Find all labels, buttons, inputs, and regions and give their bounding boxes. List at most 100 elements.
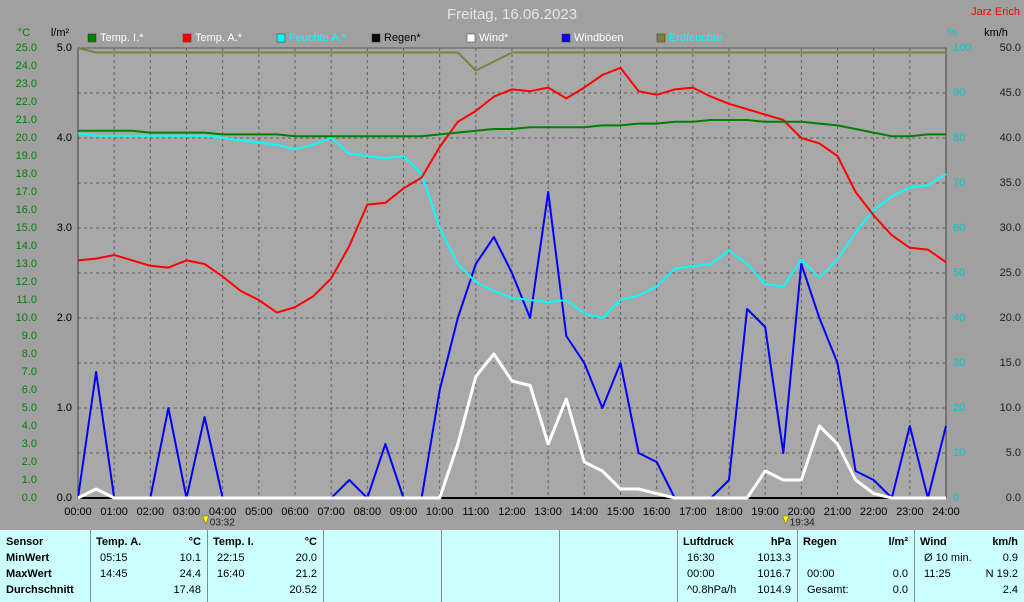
x-tick-label: 23:00 bbox=[896, 506, 924, 518]
series-line bbox=[77, 47, 946, 72]
y-tick-label: 4.0 bbox=[22, 420, 37, 432]
y-tick-label: 8.0 bbox=[22, 348, 37, 360]
legend-label: Regen* bbox=[384, 32, 421, 44]
row-label: MaxWert bbox=[6, 568, 52, 580]
x-tick-label: 21:00 bbox=[824, 506, 852, 518]
x-tick-label: 09:00 bbox=[390, 506, 418, 518]
y2-tick-label: 70 bbox=[953, 177, 965, 189]
cell-value: 0.9 bbox=[1002, 552, 1018, 564]
legend-swatch bbox=[466, 33, 476, 43]
y4-tick-label: 40.0 bbox=[1000, 132, 1021, 144]
y4-tick-label: 25.0 bbox=[1000, 267, 1021, 279]
cell-value: 17.48 bbox=[173, 584, 201, 596]
y-tick-label: 19.0 bbox=[16, 150, 37, 162]
cell-time: 00:00 bbox=[687, 568, 715, 580]
series-line bbox=[77, 352, 946, 500]
legend-swatch bbox=[656, 33, 666, 43]
cell-time: 14:45 bbox=[100, 568, 128, 580]
column-unit: °C bbox=[304, 536, 317, 548]
x-tick-label: 13:00 bbox=[534, 506, 562, 518]
sun-marker bbox=[202, 515, 210, 525]
y4-tick-label: 10.0 bbox=[1000, 402, 1021, 414]
x-tick-label: 08:00 bbox=[354, 506, 382, 518]
y-tick-label: 16.0 bbox=[16, 204, 37, 216]
x-tick-label: 12:00 bbox=[498, 506, 526, 518]
y4-tick-label: 45.0 bbox=[1000, 87, 1021, 99]
x-tick-label: 06:00 bbox=[281, 506, 309, 518]
x-tick-label: 18:00 bbox=[715, 506, 743, 518]
cell-value: 1016.7 bbox=[757, 568, 791, 580]
y4-tick-label: 5.0 bbox=[1006, 447, 1021, 459]
legend-swatch bbox=[561, 33, 571, 43]
y-tick-label: 25.0 bbox=[16, 42, 37, 54]
column-unit: l/m² bbox=[888, 536, 908, 548]
column-title: Wind bbox=[920, 536, 947, 548]
column-title: Temp. A. bbox=[96, 536, 142, 548]
cell-time: Ø 10 min. bbox=[924, 552, 972, 564]
cell-time: 11:25 bbox=[924, 568, 951, 580]
y2-tick-label: 20 bbox=[953, 402, 965, 414]
y4-tick-label: 50.0 bbox=[1000, 42, 1021, 54]
x-tick-label: 24:00 bbox=[932, 506, 960, 518]
series-line bbox=[77, 66, 947, 314]
cell-time: Gesamt: bbox=[807, 584, 849, 596]
x-tick-label: 00:00 bbox=[64, 506, 92, 518]
y4-tick-label: 20.0 bbox=[1000, 312, 1021, 324]
x-tick-label: 19:00 bbox=[751, 506, 779, 518]
y-tick-label: 7.0 bbox=[22, 366, 37, 378]
y3-tick-label: 2.0 bbox=[57, 312, 72, 324]
y3-tick-label: 1.0 bbox=[57, 402, 72, 414]
row-label: Durchschnitt bbox=[6, 584, 74, 596]
cell-value: 2.4 bbox=[1002, 584, 1018, 596]
cell-time: 05:15 bbox=[100, 552, 128, 564]
y-tick-label: 12.0 bbox=[16, 276, 37, 288]
axis-unit: km/h bbox=[984, 27, 1008, 39]
cell-value: N 19.2 bbox=[985, 568, 1018, 580]
cell-border bbox=[559, 530, 560, 602]
y4-tick-label: 0.0 bbox=[1006, 492, 1021, 504]
sun-label: 19:34 bbox=[790, 518, 815, 529]
x-tick-label: 04:00 bbox=[209, 506, 237, 518]
y-tick-label: 6.0 bbox=[22, 384, 37, 396]
row-label: Sensor bbox=[6, 536, 44, 548]
y4-tick-label: 15.0 bbox=[1000, 357, 1021, 369]
y-tick-label: 17.0 bbox=[16, 186, 37, 198]
legend-label: Temp. A.* bbox=[195, 32, 243, 44]
y-tick-label: 21.0 bbox=[16, 114, 37, 126]
y2-tick-label: 50 bbox=[953, 267, 965, 279]
y-tick-label: 10.0 bbox=[16, 312, 37, 324]
legend-swatch bbox=[276, 33, 286, 43]
y-tick-label: 0.0 bbox=[22, 492, 37, 504]
y3-tick-label: 4.0 bbox=[57, 132, 72, 144]
column-title: Temp. I. bbox=[213, 536, 254, 548]
cell-border bbox=[323, 530, 324, 602]
x-tick-label: 20:00 bbox=[788, 506, 816, 518]
y2-tick-label: 30 bbox=[953, 357, 965, 369]
legend-swatch bbox=[87, 33, 97, 43]
column-title: Luftdruck bbox=[683, 536, 734, 548]
cell-time: 16:30 bbox=[687, 552, 715, 564]
cell-value: 1013.3 bbox=[757, 552, 791, 564]
chart: Freitag, 16.06.2023 Jarz Erich °C l/m² %… bbox=[15, 5, 1021, 529]
column-unit: °C bbox=[188, 536, 201, 548]
y2-tick-label: 60 bbox=[953, 222, 965, 234]
y-tick-label: 24.0 bbox=[16, 60, 37, 72]
sun-label: 03:32 bbox=[210, 518, 235, 529]
x-tick-label: 10:00 bbox=[426, 506, 454, 518]
y3-tick-label: 5.0 bbox=[57, 42, 72, 54]
y2-tick-label: 0 bbox=[953, 492, 959, 504]
cell-border bbox=[441, 530, 442, 602]
axis-unit: °C bbox=[18, 27, 30, 39]
y-tick-label: 23.0 bbox=[16, 78, 37, 90]
cell-time: 00:00 bbox=[807, 568, 835, 580]
x-tick-label: 16:00 bbox=[643, 506, 671, 518]
y-tick-label: 15.0 bbox=[16, 222, 37, 234]
axis-unit: l/m² bbox=[51, 27, 70, 39]
y4-tick-label: 30.0 bbox=[1000, 222, 1021, 234]
column-unit: km/h bbox=[992, 536, 1018, 548]
series-line bbox=[77, 132, 947, 319]
legend-label: Erdfeuchte bbox=[669, 32, 722, 44]
y3-tick-label: 0.0 bbox=[57, 492, 72, 504]
cell-value: 0.0 bbox=[892, 568, 908, 580]
x-tick-label: 15:00 bbox=[607, 506, 635, 518]
